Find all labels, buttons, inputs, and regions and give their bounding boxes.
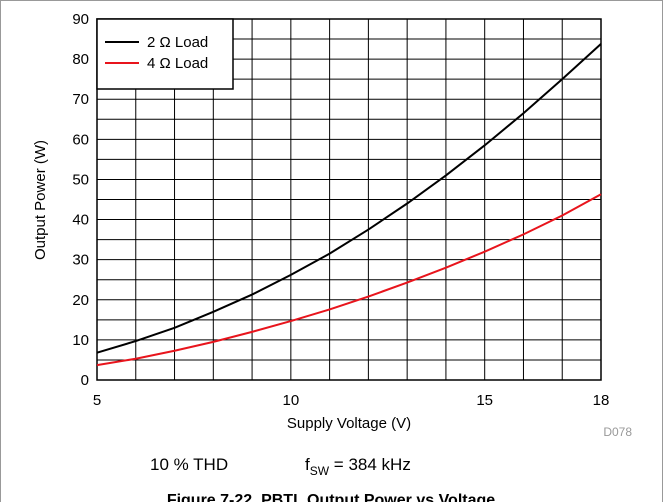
y-tick-label: 20 — [72, 292, 89, 309]
x-tick-label: 18 — [593, 392, 610, 409]
x-tick-label: 5 — [93, 392, 101, 409]
y-axis-label: Output Power (W) — [32, 140, 49, 260]
y-tick-label: 80 — [72, 51, 89, 68]
legend-label: 2 Ω Load — [147, 34, 208, 51]
caption: Figure 7-22. PBTL Output Power vs Voltag… — [167, 492, 495, 502]
series-line — [96, 43, 602, 354]
y-tick-label: 50 — [72, 171, 89, 188]
y-tick-label: 10 — [72, 332, 89, 349]
legend-box — [96, 18, 234, 90]
fsw-text: = 384 kHz — [329, 455, 411, 474]
fsw-subscript: SW — [310, 464, 330, 478]
y-tick-label: 30 — [72, 252, 89, 269]
x-tick-label: 15 — [476, 392, 493, 409]
series-line — [96, 193, 602, 367]
y-tick-label: 0 — [81, 372, 89, 389]
x-axis-label: Supply Voltage (V) — [287, 415, 411, 432]
y-tick-label: 90 — [72, 11, 89, 28]
y-tick-label: 60 — [72, 131, 89, 148]
plot-frame — [96, 18, 602, 381]
thd-note: 10 % THD — [150, 455, 228, 474]
legend-label: 4 Ω Load — [147, 55, 208, 72]
figure-code: D078 — [603, 425, 632, 439]
fsw-note: fSW = 384 kHz — [305, 455, 411, 478]
y-tick-label: 40 — [72, 212, 89, 229]
x-tick-label: 10 — [283, 392, 300, 409]
y-tick-label: 70 — [72, 91, 89, 108]
fsw-symbol: f — [305, 455, 310, 474]
